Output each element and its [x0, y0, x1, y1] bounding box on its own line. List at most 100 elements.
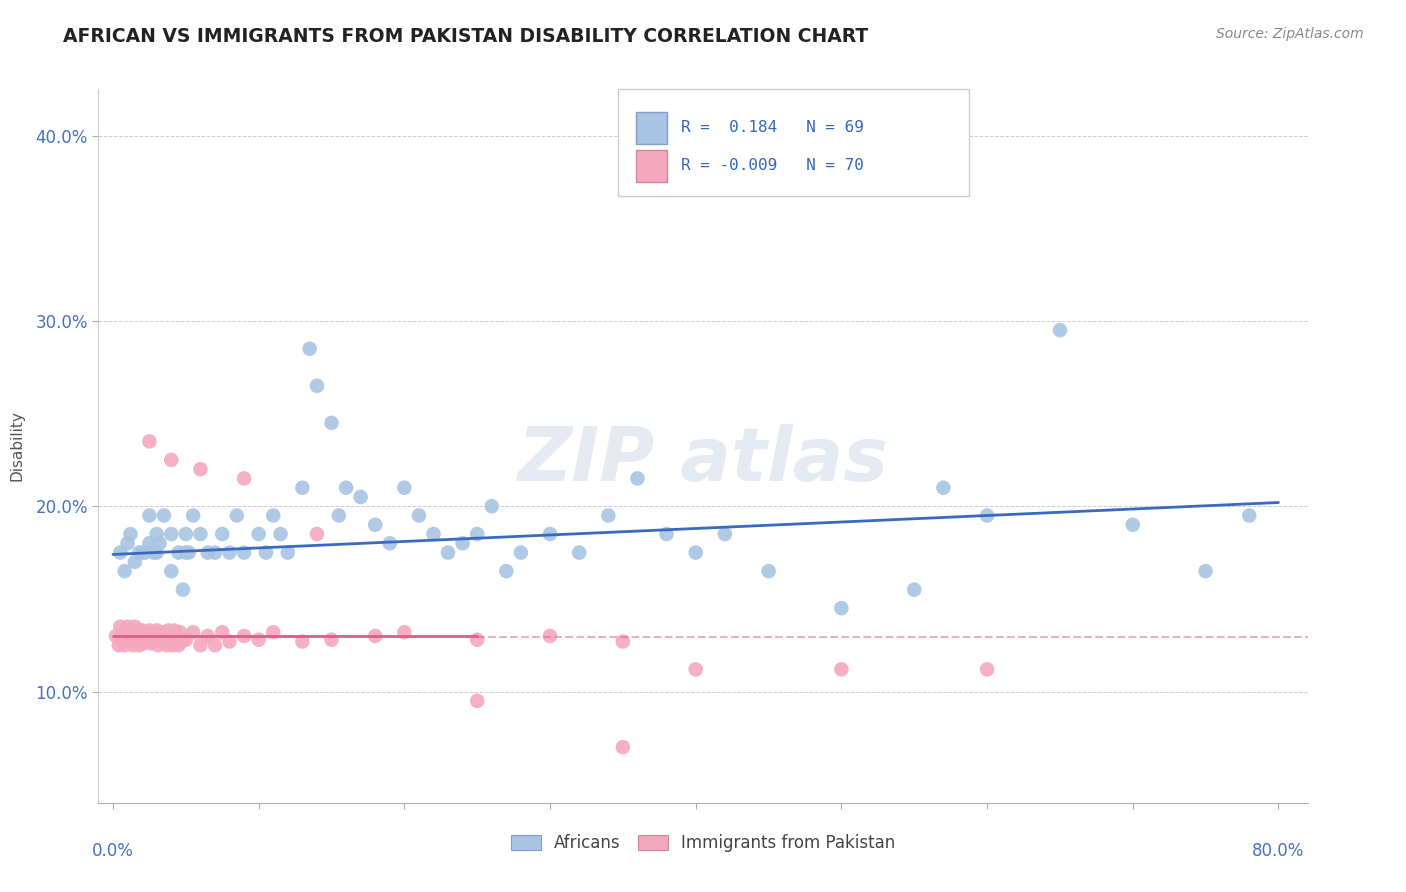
Text: Source: ZipAtlas.com: Source: ZipAtlas.com — [1216, 27, 1364, 41]
Point — [211, 527, 233, 541]
Point — [128, 545, 150, 559]
Point — [612, 634, 634, 648]
Text: R =  0.184   N = 69: R = 0.184 N = 69 — [682, 120, 865, 135]
Point — [160, 527, 183, 541]
Point — [118, 629, 141, 643]
Point — [174, 527, 197, 541]
Point — [125, 632, 148, 647]
Point — [149, 629, 172, 643]
Point — [932, 481, 955, 495]
Point — [142, 632, 165, 647]
Point — [305, 527, 328, 541]
Point — [190, 638, 212, 652]
Point — [139, 636, 162, 650]
Point — [830, 662, 852, 676]
Point — [350, 490, 373, 504]
Point — [218, 545, 240, 559]
Point — [172, 582, 194, 597]
Point — [598, 508, 620, 523]
Point — [538, 629, 561, 643]
Point — [163, 624, 186, 638]
Point — [509, 545, 531, 559]
Point — [364, 629, 387, 643]
Point — [141, 629, 163, 643]
Point — [153, 508, 176, 523]
Text: R = -0.009   N = 70: R = -0.009 N = 70 — [682, 158, 865, 173]
Text: ZIP atlas: ZIP atlas — [517, 424, 889, 497]
Point — [364, 517, 387, 532]
Point — [568, 545, 591, 559]
Point — [481, 500, 503, 514]
Point — [146, 638, 169, 652]
Point — [156, 638, 179, 652]
Point — [465, 527, 488, 541]
Point — [177, 545, 200, 559]
Point — [1239, 508, 1261, 523]
Point — [143, 625, 166, 640]
Point — [136, 629, 159, 643]
Text: AFRICAN VS IMMIGRANTS FROM PAKISTAN DISABILITY CORRELATION CHART: AFRICAN VS IMMIGRANTS FROM PAKISTAN DISA… — [63, 27, 869, 45]
Point — [117, 620, 139, 634]
Point — [111, 632, 134, 647]
Text: 80.0%: 80.0% — [1253, 842, 1305, 860]
Point — [181, 625, 204, 640]
Point — [110, 545, 132, 559]
Point — [262, 508, 284, 523]
Point — [142, 545, 165, 559]
Point — [132, 636, 155, 650]
Point — [131, 632, 153, 647]
Point — [233, 471, 256, 485]
Point — [335, 481, 357, 495]
Point — [160, 629, 183, 643]
Point — [321, 416, 343, 430]
Point — [225, 508, 247, 523]
Point — [714, 527, 737, 541]
Point — [138, 632, 160, 647]
Point — [114, 638, 136, 652]
Point — [830, 601, 852, 615]
Point — [104, 629, 127, 643]
Point — [120, 527, 142, 541]
Point — [197, 545, 219, 559]
Point — [612, 740, 634, 755]
Point — [422, 527, 444, 541]
Point — [465, 694, 488, 708]
Point — [134, 545, 156, 559]
Point — [120, 632, 142, 647]
Point — [145, 527, 167, 541]
Point — [129, 629, 152, 643]
Point — [145, 624, 167, 638]
Point — [124, 555, 146, 569]
Point — [167, 545, 190, 559]
Point — [155, 629, 177, 643]
Point — [190, 462, 212, 476]
Point — [305, 378, 328, 392]
Point — [131, 545, 153, 559]
Point — [626, 471, 648, 485]
Point — [437, 545, 460, 559]
Point — [138, 434, 160, 449]
Point — [138, 536, 160, 550]
Point — [291, 634, 314, 648]
Point — [270, 527, 292, 541]
Point — [1122, 517, 1144, 532]
Point — [112, 625, 135, 640]
Point — [903, 582, 925, 597]
Point — [150, 632, 173, 647]
Point — [110, 620, 132, 634]
Point — [291, 481, 314, 495]
Point — [451, 536, 474, 550]
Point — [233, 629, 256, 643]
Point — [181, 508, 204, 523]
Point — [135, 632, 157, 647]
Point — [117, 632, 139, 647]
Point — [204, 638, 226, 652]
Point — [160, 564, 183, 578]
Point — [976, 508, 998, 523]
Point — [655, 527, 678, 541]
Point — [495, 564, 517, 578]
Point — [145, 545, 167, 559]
Point — [115, 624, 138, 638]
Point — [685, 662, 707, 676]
Point — [262, 625, 284, 640]
